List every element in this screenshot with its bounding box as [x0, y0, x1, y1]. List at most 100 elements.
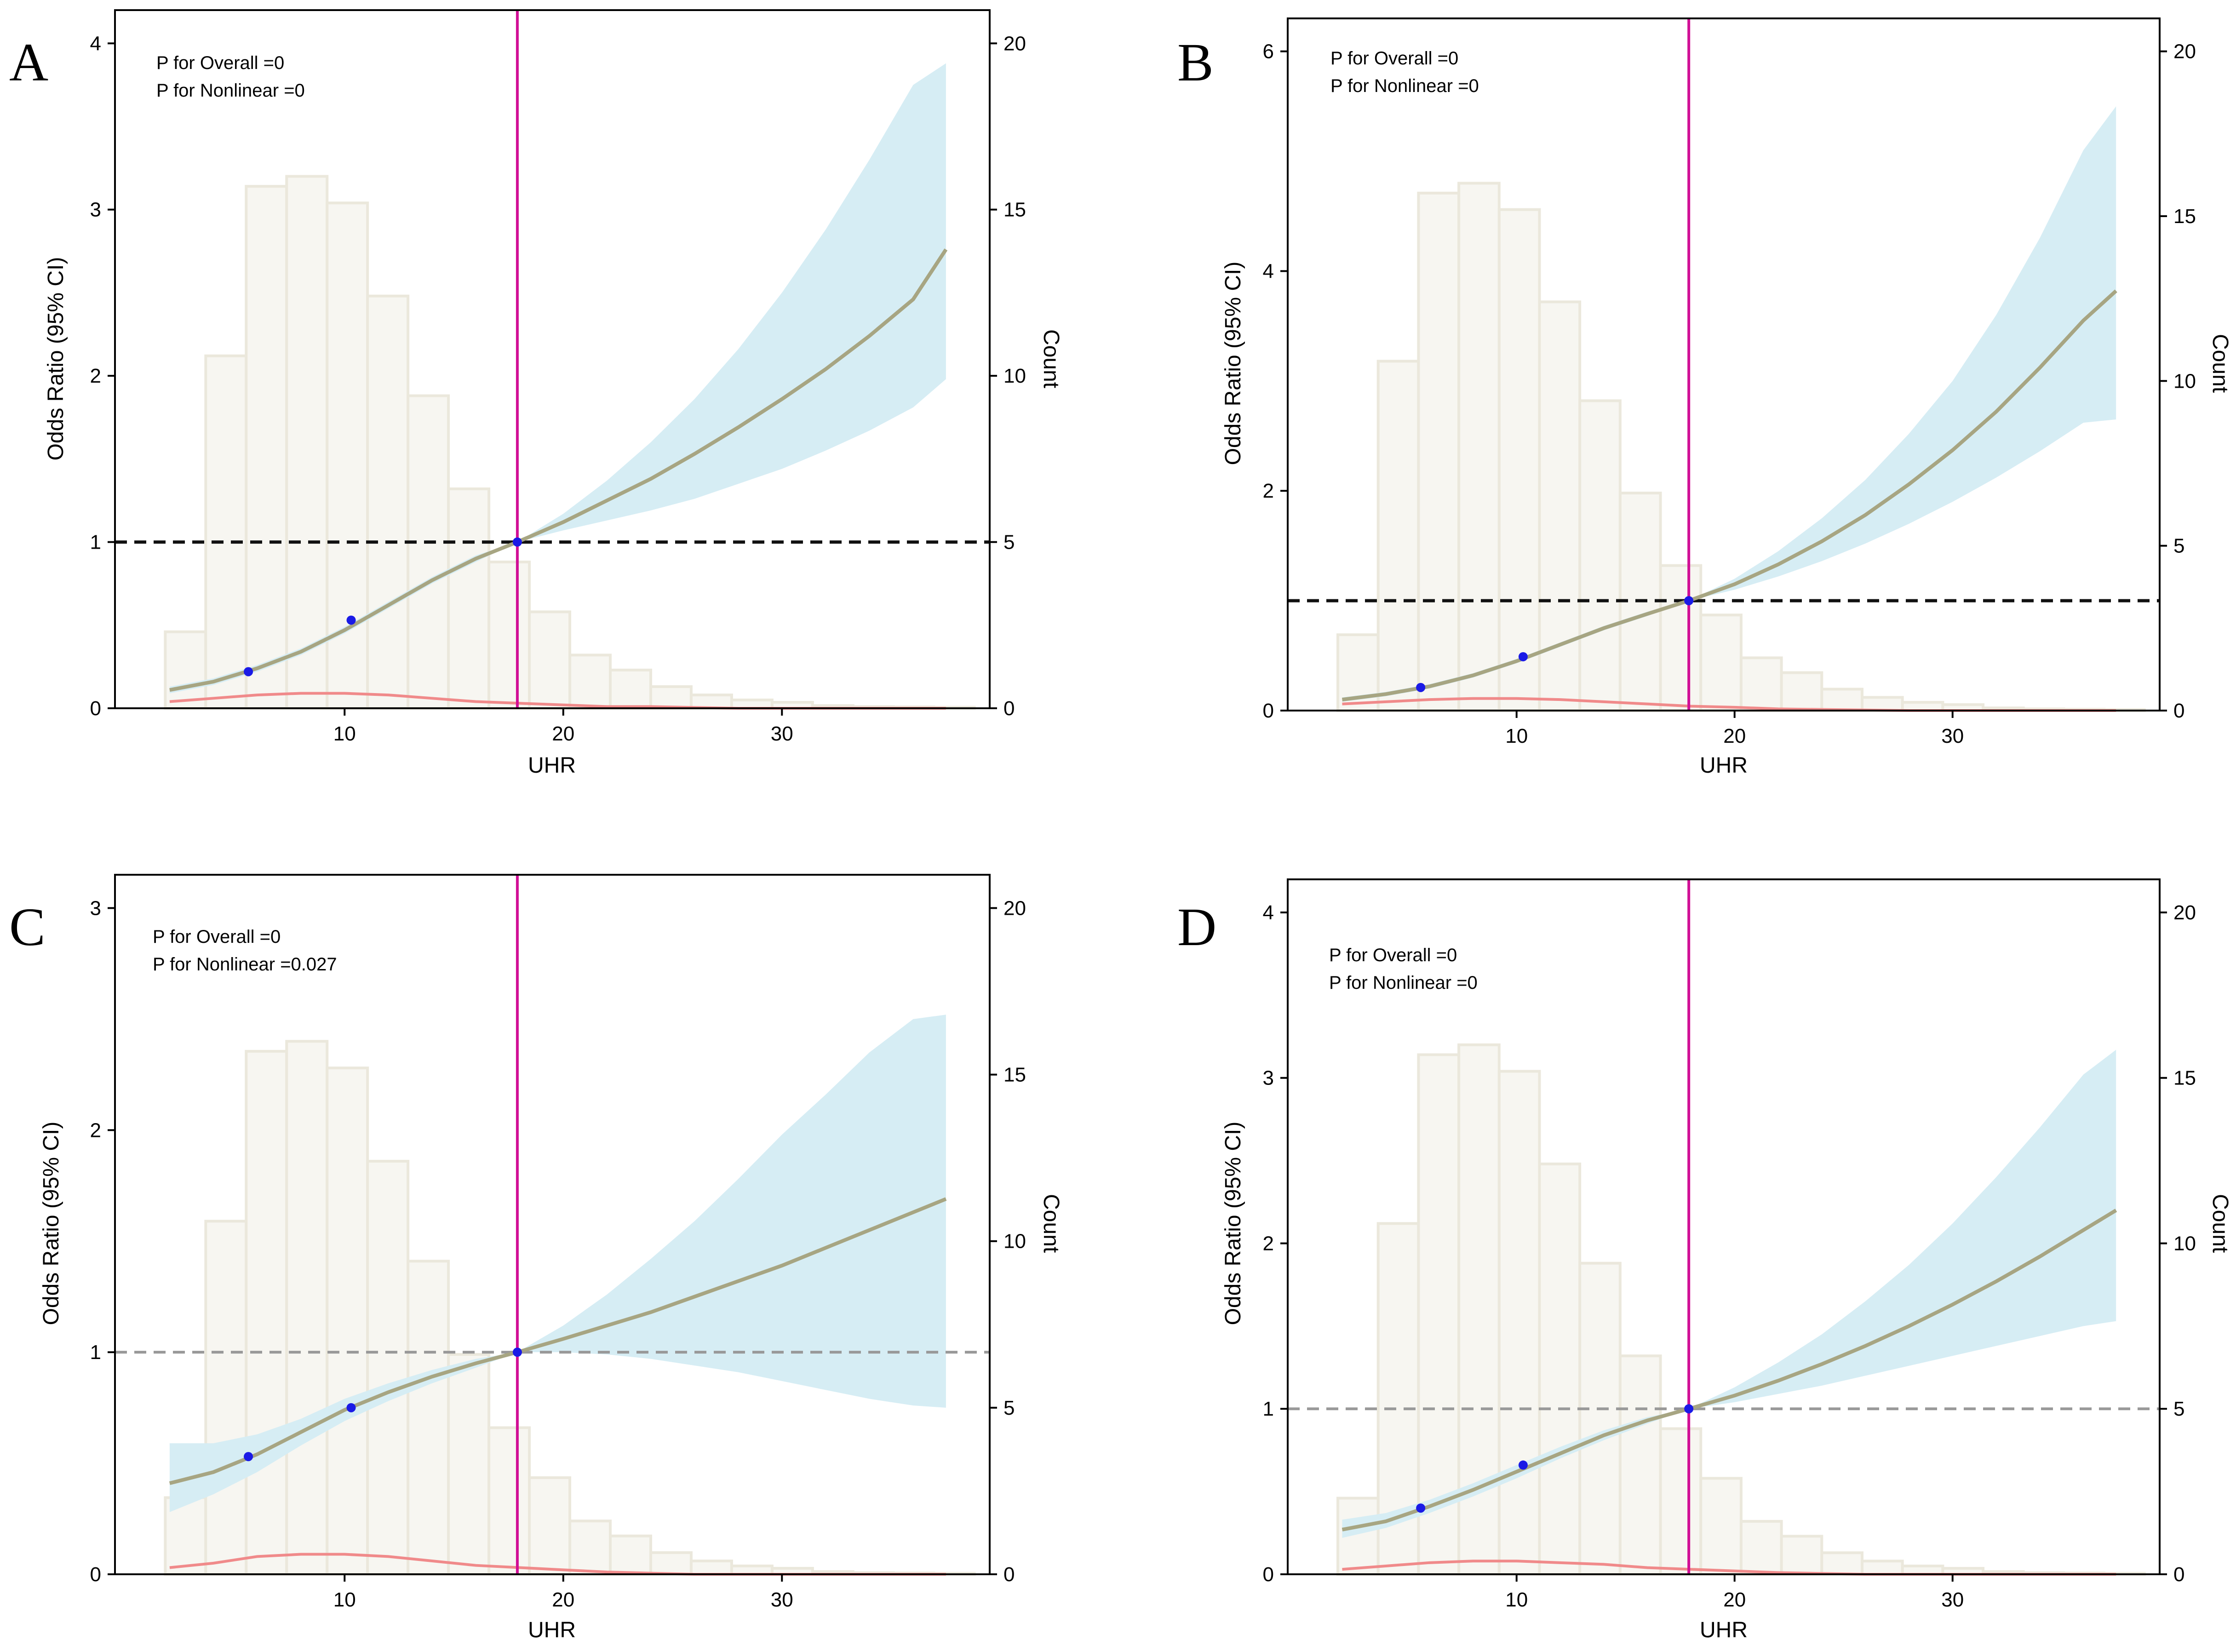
- y-tick-label: 3: [90, 897, 101, 919]
- y2-tick-label: 15: [1003, 199, 1026, 221]
- y2-tick-label: 5: [1003, 1397, 1015, 1419]
- knot-point: [346, 1403, 356, 1412]
- y-tick-label: 2: [1263, 480, 1274, 502]
- x-tick-label: 20: [552, 723, 574, 745]
- x-axis-title: UHR: [528, 753, 576, 778]
- histogram-bar: [204, 354, 248, 710]
- y-tick-label: 4: [1263, 901, 1274, 924]
- x-tick-label: 10: [1505, 1589, 1528, 1611]
- plot-frame: [114, 9, 991, 709]
- odds-ratio-curve: [169, 1197, 947, 1485]
- ci-band: [1342, 1050, 2116, 1538]
- histogram-bar: [285, 1040, 329, 1576]
- y2-tick-label: 20: [2173, 901, 2196, 924]
- ci-band: [1342, 106, 2116, 702]
- histogram-bar: [649, 1551, 693, 1576]
- y-axis-title: Odds Ratio (95% CI): [1221, 1122, 1245, 1325]
- plot-frame: [1287, 17, 2161, 711]
- knot-point: [1684, 1404, 1694, 1414]
- y2-tick-label: 0: [2173, 1563, 2184, 1586]
- histogram-bar: [649, 685, 693, 710]
- histogram-bar: [1659, 564, 1703, 712]
- histogram-bar: [1820, 688, 1863, 712]
- x-tick-label: 20: [552, 1589, 574, 1611]
- y-tick-label: 1: [90, 531, 101, 554]
- panel-b: 10 20 30 0 2 4 6 0 5 10 15 20 UHR Odds Ratio (95% CI)…: [1177, 17, 2232, 778]
- y-tick-label: 1: [1263, 1398, 1274, 1420]
- y-axis-title: Odds Ratio (95% CI): [39, 1122, 63, 1325]
- histogram-bar: [326, 201, 369, 710]
- histogram-bar: [487, 560, 531, 710]
- histogram-bar: [609, 668, 652, 710]
- panel-label: C: [9, 897, 46, 957]
- x-tick-label: 30: [1941, 1589, 1964, 1611]
- knot-point: [512, 1348, 522, 1357]
- histogram-bar: [689, 1560, 733, 1576]
- y2-tick-label: 15: [2173, 205, 2196, 228]
- y2-axis-title: Count: [1039, 1194, 1063, 1253]
- histogram-bar: [568, 1520, 612, 1576]
- y-tick-label: 1: [90, 1341, 101, 1364]
- histogram-bar: [1497, 208, 1541, 712]
- histogram-bar: [1699, 1477, 1743, 1576]
- histogram-bar: [1780, 671, 1823, 712]
- y-tick-label: 6: [1263, 40, 1274, 63]
- y-tick-label: 0: [90, 1563, 101, 1586]
- y2-tick-label: 0: [1003, 1563, 1015, 1586]
- histogram-bar: [1618, 1354, 1662, 1576]
- p-value-annotation: P for Overall =0: [156, 53, 284, 73]
- y2-tick-label: 10: [2173, 370, 2196, 392]
- p-value-annotation: P for Overall =0: [1329, 945, 1457, 965]
- y2-tick-label: 15: [2173, 1067, 2196, 1090]
- histogram-bar: [1739, 656, 1783, 712]
- histogram-bar: [285, 175, 329, 710]
- histogram-bar: [487, 1426, 531, 1576]
- knot-point: [512, 537, 522, 547]
- x-tick-label: 20: [1723, 1589, 1746, 1611]
- odds-ratio-curve: [1342, 289, 2117, 702]
- y2-axis-title: Count: [1039, 329, 1063, 388]
- knot-point: [1684, 596, 1694, 606]
- histogram-bar: [1578, 1262, 1622, 1576]
- histogram-bar: [407, 1260, 450, 1576]
- p-value-annotation: P for Nonlinear =0.027: [153, 954, 337, 975]
- y-tick-label: 3: [90, 199, 101, 221]
- histogram-bar: [1860, 1560, 1904, 1576]
- histogram-bar: [1739, 1520, 1783, 1576]
- y2-axis-title: Count: [2208, 334, 2232, 393]
- x-tick-label: 10: [333, 723, 356, 745]
- histogram-bar: [1417, 1053, 1461, 1576]
- panel-label: D: [1177, 897, 1216, 957]
- odds-ratio-curve: [1342, 1209, 2117, 1532]
- y-axis-title: Odds Ratio (95% CI): [44, 257, 68, 461]
- y2-tick-label: 10: [2173, 1232, 2196, 1255]
- y-axis-title: Odds Ratio (95% CI): [1221, 262, 1245, 465]
- histogram-bar: [245, 1050, 288, 1576]
- x-tick-label: 30: [771, 1589, 793, 1611]
- histogram-bar: [1699, 614, 1743, 712]
- y2-tick-label: 5: [2173, 1398, 2184, 1420]
- x-axis-title: UHR: [1700, 1618, 1748, 1642]
- ci-band: [169, 63, 946, 694]
- knot-point: [1518, 652, 1528, 661]
- histogram-bar: [1457, 182, 1501, 712]
- x-tick-label: 30: [1941, 725, 1964, 747]
- y2-tick-label: 5: [1003, 531, 1015, 554]
- histogram-bar: [1659, 1427, 1703, 1576]
- p-value-annotation: P for Nonlinear =0: [1329, 973, 1478, 993]
- histogram-bar: [164, 630, 207, 710]
- panel-label: A: [9, 32, 48, 92]
- panel-a: 10 20 30 0 1 2 3 4 0 5 10 15 20 UHR Odds Ratio (95% CI…: [9, 9, 1063, 778]
- histogram-bar: [204, 1220, 248, 1576]
- p-value-annotation: P for Overall =0: [1330, 48, 1458, 69]
- y-tick-label: 4: [90, 32, 101, 55]
- y-tick-label: 2: [90, 365, 101, 387]
- plot-frame: [114, 874, 991, 1575]
- histogram-bar: [366, 294, 410, 710]
- y2-tick-label: 20: [1003, 897, 1026, 919]
- histogram-bar: [609, 1534, 652, 1576]
- y-tick-label: 0: [1263, 700, 1274, 722]
- histogram-bar: [366, 1159, 410, 1576]
